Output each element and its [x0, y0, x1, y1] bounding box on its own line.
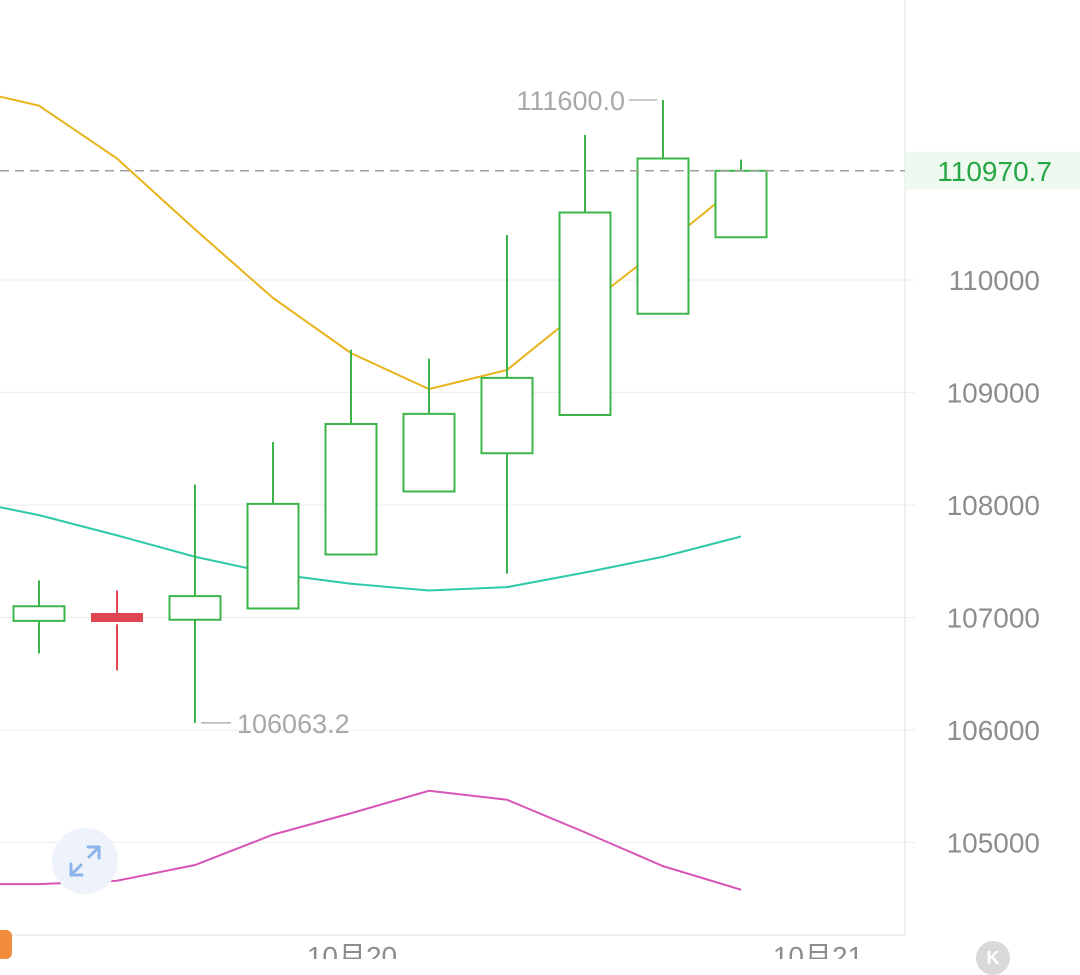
candle-body: [246, 502, 300, 610]
ma-line: [0, 95, 742, 391]
candles: [12, 100, 768, 723]
x-tick-label: 10月20: [307, 941, 397, 959]
candle: [168, 484, 222, 723]
expand-arrows-icon: [69, 845, 101, 877]
y-tick-label: 108000: [947, 490, 1040, 521]
side-tab-indicator[interactable]: [0, 930, 12, 959]
last-price-label: 110970.7: [937, 156, 1052, 187]
y-tick-label: 107000: [947, 603, 1040, 634]
grid-lines: [0, 279, 915, 844]
candle: [480, 235, 534, 574]
candle: [246, 442, 300, 610]
candle: [402, 358, 456, 493]
candle-body: [324, 423, 378, 556]
candle-body: [402, 412, 456, 493]
price-axis-labels: 110000 109000 108000 107000 106000 105000: [947, 265, 1040, 859]
expand-button[interactable]: [52, 828, 118, 894]
time-axis-labels: 10月20 10月21: [307, 941, 863, 959]
candle: [558, 134, 612, 416]
k-badge-button[interactable]: K: [976, 941, 1010, 975]
high-marker-label: 111600.0: [516, 86, 625, 116]
candle: [12, 580, 66, 654]
candle: [636, 100, 690, 315]
ma-line: [0, 506, 742, 592]
candle-body: [558, 211, 612, 416]
candle-body: [714, 169, 768, 239]
y-tick-label: 105000: [947, 828, 1040, 859]
y-tick-label: 106000: [947, 715, 1040, 746]
candle-body: [480, 376, 534, 455]
candle-body: [168, 595, 222, 621]
candle-body: [636, 157, 690, 315]
candle-body: [91, 613, 143, 622]
candle: [91, 590, 143, 671]
last-price-tag: [905, 151, 1080, 190]
y-tick-label: 109000: [947, 378, 1040, 409]
x-tick-label: 10月21: [773, 941, 863, 959]
y-tick-label: 110000: [949, 265, 1040, 296]
candle-body: [12, 605, 66, 622]
candle: [324, 349, 378, 556]
low-marker-label: 106063.2: [237, 709, 350, 739]
